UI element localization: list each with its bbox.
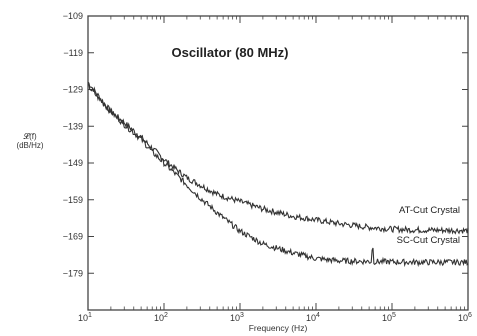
y-axis-label-units: (dB/Hz) bbox=[16, 141, 43, 150]
series-label-at-cut: AT-Cut Crystal bbox=[399, 205, 460, 216]
x-tick-label: 104 bbox=[306, 312, 320, 323]
chart-title: Oscillator (80 MHz) bbox=[171, 45, 288, 60]
y-tick-label: −109 bbox=[63, 11, 83, 21]
y-axis-label-symbol: 𝓛(f) bbox=[23, 131, 37, 141]
x-axis-label: Frequency (Hz) bbox=[249, 323, 308, 333]
series-line-sc-cut bbox=[87, 83, 469, 268]
y-tick-label: −149 bbox=[63, 158, 83, 168]
x-axis-ticks: 101 102 103 104 105 106 bbox=[78, 16, 472, 323]
y-tick-label: −179 bbox=[63, 268, 83, 278]
x-tick-label: 102 bbox=[154, 312, 168, 323]
series-label-sc-cut: SC-Cut Crystal bbox=[397, 235, 460, 246]
series-lines bbox=[87, 81, 469, 268]
y-tick-label: −159 bbox=[63, 195, 83, 205]
x-tick-label: 106 bbox=[458, 312, 472, 323]
x-tick-label: 103 bbox=[230, 312, 244, 323]
x-tick-label: 105 bbox=[382, 312, 396, 323]
y-axis-ticks: −109 −119 −129 −139 −149 −159 −169 −179 bbox=[63, 11, 468, 278]
y-tick-label: −119 bbox=[63, 48, 83, 58]
y-tick-label: −169 bbox=[63, 232, 83, 242]
series-line-at-cut bbox=[87, 81, 469, 235]
y-tick-label: −129 bbox=[63, 85, 83, 95]
x-tick-label: 101 bbox=[78, 312, 92, 323]
y-tick-label: −139 bbox=[63, 121, 83, 131]
